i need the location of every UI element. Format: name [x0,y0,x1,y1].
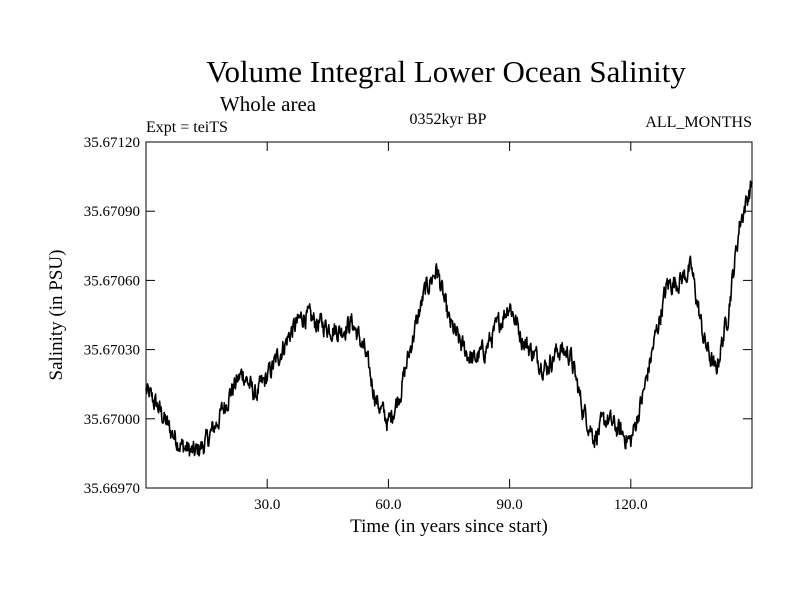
y-tick-label: 35.67030 [84,343,140,359]
x-tick-label: 90.0 [496,497,522,513]
chart-subtitle: Whole area [220,92,317,116]
y-axis: 35.66970 35.67000 35.67030 35.67060 35.67090… [84,135,752,497]
y-tick-label: 35.67060 [84,273,140,289]
y-tick-label: 35.66970 [84,481,140,497]
experiment-label: Expt = teiTS [146,119,228,136]
salinity-series-line [145,180,753,457]
y-tick-label: 35.67000 [84,412,140,428]
x-tick-label: 60.0 [375,497,401,513]
months-label: ALL_MONTHS [645,114,752,131]
y-tick-label: 35.67120 [84,135,140,151]
x-axis-label: Time (in years since start) [350,516,548,537]
x-tick-label: 30.0 [254,497,280,513]
y-tick-label: 35.67090 [84,204,140,220]
period-label: 0352kyr BP [410,111,487,128]
chart-title: Volume Integral Lower Ocean Salinity [206,54,686,89]
x-tick-label: 120.0 [614,497,648,513]
y-axis-label: Salinity (in PSU) [46,250,67,381]
x-axis: 30.0 60.0 90.0 120.0 [254,142,648,513]
plot-frame [145,141,753,489]
